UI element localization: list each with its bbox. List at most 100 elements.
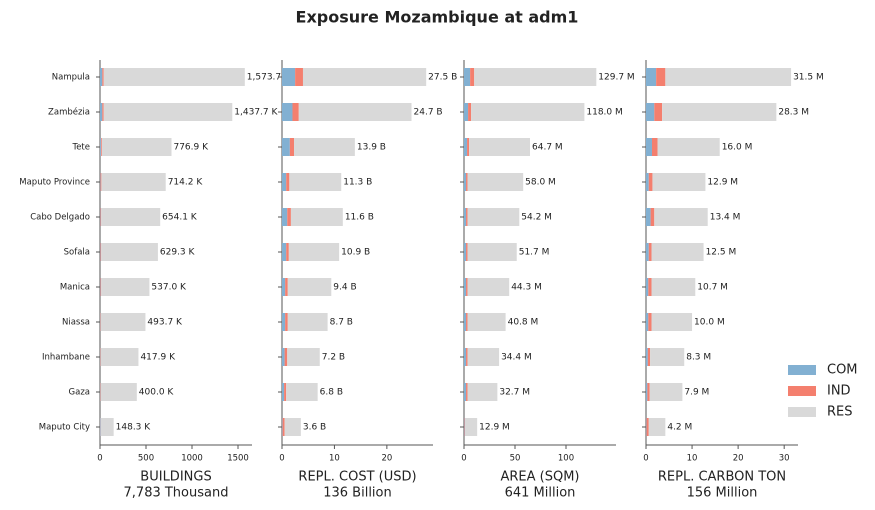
legend-swatch (788, 365, 816, 375)
bar-segment (464, 313, 467, 331)
bar-segment (646, 383, 648, 401)
bar-segment (100, 103, 103, 121)
bar-segment (282, 103, 293, 121)
bar-segment (650, 208, 655, 226)
bar-segment (464, 418, 466, 436)
x-axis-sublabel: 136 Billion (323, 486, 392, 501)
bar-segment (464, 348, 467, 366)
bar-segment (651, 138, 658, 156)
total-label: 537.0 K (151, 283, 187, 293)
y-tick-label: Inhambane (42, 353, 90, 363)
bar-segment (282, 383, 285, 401)
bar-segment (646, 278, 649, 296)
bar-segment (470, 68, 475, 86)
total-label: 129.7 M (598, 73, 634, 83)
bar-segment (651, 243, 704, 261)
total-label: 16.0 M (722, 143, 753, 153)
bar-segment (287, 278, 332, 296)
x-tick-label: 50 (510, 454, 521, 464)
y-tick-label: Manica (60, 283, 90, 293)
total-label: 64.7 M (532, 143, 563, 153)
bar-segment (100, 138, 102, 156)
bar-segment (648, 173, 653, 191)
bar-segment (101, 138, 172, 156)
total-label: 629.3 K (160, 248, 196, 258)
total-label: 1,573.7 K (247, 73, 291, 83)
bar-segment (651, 313, 693, 331)
total-label: 31.5 M (793, 73, 824, 83)
bar-segment (467, 208, 520, 226)
bar-segment (464, 278, 467, 296)
bar-segment (295, 68, 303, 86)
bar-segment (467, 383, 498, 401)
x-axis-label: REPL. CARBON TON (658, 470, 786, 485)
bar-segment (100, 208, 102, 226)
bar-segment (646, 208, 651, 226)
bar-segment (282, 418, 283, 436)
legend-label: COM (827, 363, 858, 378)
bar-segment (464, 68, 471, 86)
bar-segment (100, 348, 139, 366)
total-label: 118.0 M (586, 108, 622, 118)
bar-segment (100, 68, 103, 86)
total-label: 40.8 M (508, 318, 539, 328)
bar-segment (466, 383, 468, 401)
bar-segment (284, 383, 287, 401)
bar-segment (467, 243, 517, 261)
bar-segment (646, 138, 652, 156)
x-tick-label: 0 (643, 454, 648, 464)
legend-label: IND (827, 384, 851, 399)
total-label: 34.4 M (501, 353, 532, 363)
total-label: 148.3 K (116, 423, 152, 433)
bar-segment (286, 243, 289, 261)
total-label: 32.7 M (499, 388, 530, 398)
bar-segment (665, 68, 792, 86)
bar-segment (284, 418, 301, 436)
y-tick-label: Niassa (62, 318, 90, 328)
x-tick-label: 10 (329, 454, 340, 464)
total-label: 417.9 K (140, 353, 176, 363)
bar-segment (468, 103, 472, 121)
y-tick-label: Cabo Delgado (30, 213, 90, 223)
bar-segment (654, 208, 708, 226)
bar-segment (282, 278, 286, 296)
bar-segment (646, 348, 648, 366)
y-tick-label: Tete (71, 143, 90, 153)
bar-segment (102, 68, 104, 86)
bar-segment (282, 348, 285, 366)
bar-segment (646, 173, 649, 191)
y-tick-label: Sofala (64, 248, 90, 258)
bar-segment (648, 243, 652, 261)
total-label: 44.3 M (511, 283, 542, 293)
bar-segment (282, 243, 287, 261)
bar-segment (100, 278, 102, 296)
bar-segment (101, 173, 166, 191)
total-label: 12.9 M (707, 178, 738, 188)
bar-segment (298, 103, 412, 121)
bar-segment (101, 208, 161, 226)
bar-segment (646, 313, 649, 331)
total-label: 24.7 B (414, 108, 443, 118)
bar-segment (466, 208, 468, 226)
bar-segment (464, 383, 467, 401)
bar-segment (100, 418, 114, 436)
bar-segment (466, 173, 468, 191)
bar-segment (648, 418, 666, 436)
bar-segment (471, 103, 585, 121)
total-label: 776.9 K (173, 143, 209, 153)
total-label: 10.7 M (697, 283, 728, 293)
bar-segment (467, 138, 470, 156)
bar-segment (292, 103, 299, 121)
bar-segment (100, 243, 102, 261)
total-label: 12.5 M (706, 248, 737, 258)
bar-segment (662, 103, 777, 121)
y-tick-label: Maputo City (39, 423, 90, 433)
bar-segment (467, 278, 510, 296)
bar-segment (467, 173, 524, 191)
bar-segment (282, 138, 290, 156)
bar-segment (282, 418, 285, 436)
bar-segment (100, 173, 102, 191)
bar-segment (282, 173, 287, 191)
bar-segment (289, 138, 295, 156)
total-label: 51.7 M (519, 248, 550, 258)
